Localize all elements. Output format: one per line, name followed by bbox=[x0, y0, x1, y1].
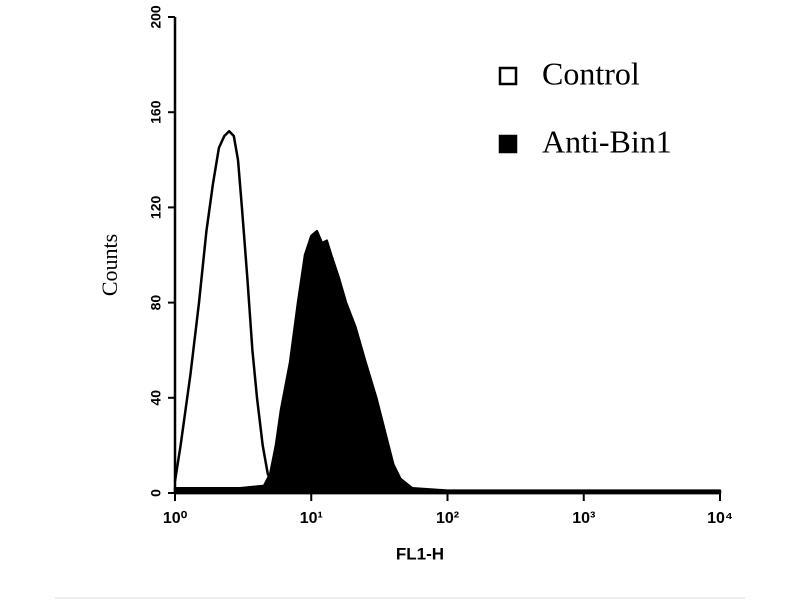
y-tick-label: 200 bbox=[148, 5, 164, 29]
legend-label: Control bbox=[542, 55, 640, 91]
x-tick-label: 10¹ bbox=[300, 510, 323, 527]
x-tick-label: 10⁰ bbox=[163, 510, 188, 527]
legend-label: Anti-Bin1 bbox=[542, 123, 672, 159]
y-axis-label: Counts bbox=[97, 234, 122, 296]
x-tick-label: 10⁴ bbox=[707, 510, 733, 527]
y-tick-label: 160 bbox=[148, 100, 164, 124]
legend-swatch bbox=[498, 66, 518, 86]
x-tick-label: 10² bbox=[436, 510, 459, 527]
y-tick-label: 80 bbox=[148, 295, 164, 311]
legend-swatch bbox=[498, 134, 518, 154]
y-tick-label: 40 bbox=[148, 390, 164, 406]
x-tick-label: 10³ bbox=[572, 510, 595, 527]
x-axis-label: FL1-H bbox=[396, 544, 444, 563]
histogram-area bbox=[173, 129, 282, 492]
y-tick-label: 120 bbox=[148, 196, 164, 220]
y-tick-label: 0 bbox=[148, 489, 164, 497]
histogram-area bbox=[173, 229, 722, 495]
